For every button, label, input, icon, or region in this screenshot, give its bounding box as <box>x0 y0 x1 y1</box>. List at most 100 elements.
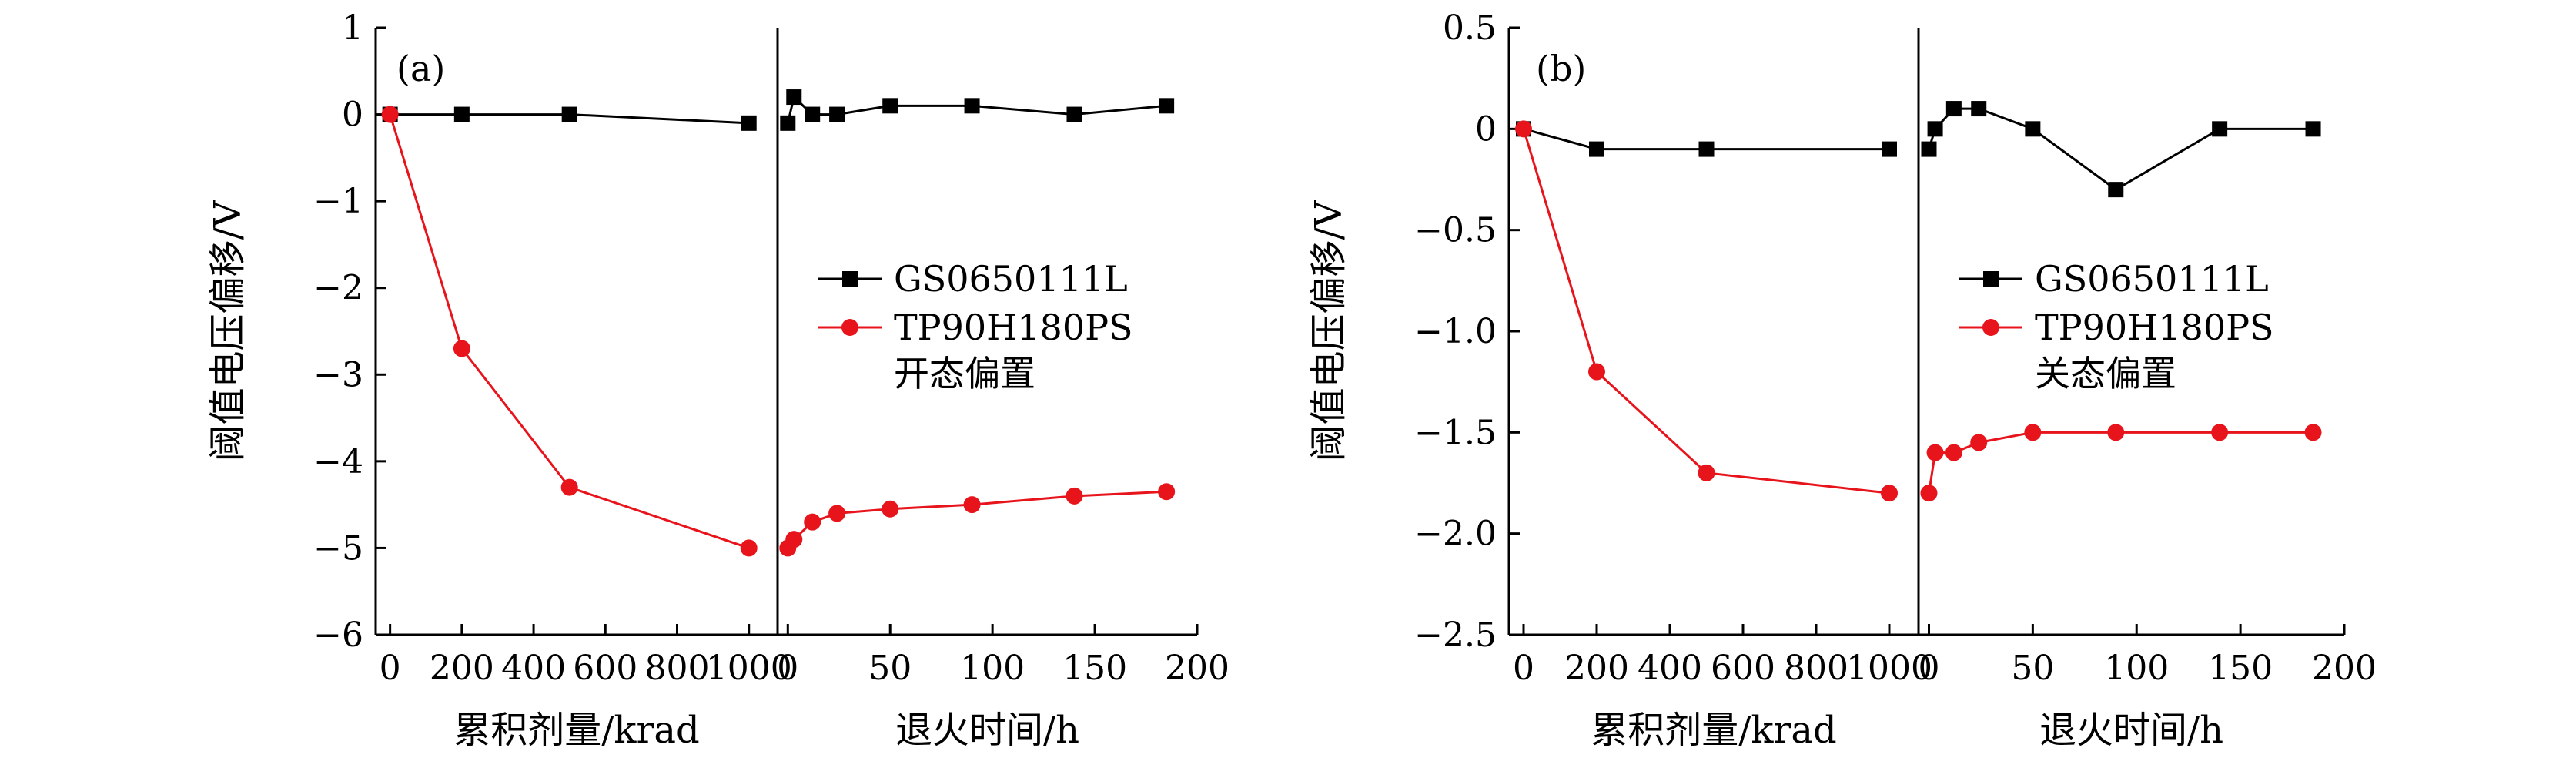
y-tick-label: −2 <box>313 269 363 308</box>
legend: GS0650111L TP90H180PS 开态偏置 <box>818 258 1133 394</box>
x-tick-label: 0 <box>777 649 798 688</box>
data-point-GS0650111L <box>1882 141 1897 157</box>
x-axis-title: 退火时间/h <box>895 709 1079 752</box>
data-point-TP90H180PS <box>740 539 758 557</box>
series-line-TP90H180PS <box>1522 128 1890 495</box>
data-point-TP90H180PS <box>2107 424 2125 441</box>
x-tick-label: 800 <box>645 649 710 688</box>
legend-entry: TP90H180PS <box>2035 307 2274 348</box>
data-point-TP90H180PS <box>1926 444 1944 461</box>
legend-marker <box>1982 319 1999 336</box>
y-axis-title: 阈值电压偏移/V <box>1307 200 1350 461</box>
y-tick-label: −2.0 <box>1414 515 1497 554</box>
x-tick-label: 150 <box>2208 649 2273 688</box>
data-point-GS0650111L <box>2108 182 2124 198</box>
series-line-GS0650111L <box>1928 107 2313 191</box>
x-tick-label: 600 <box>573 649 637 688</box>
data-point-TP90H180PS <box>560 478 578 496</box>
data-point-GS0650111L <box>1698 141 1715 157</box>
series-line-TP90H180PS <box>389 114 750 549</box>
x-tick-label: 600 <box>1711 649 1775 688</box>
x-tick-label: 0 <box>380 649 401 688</box>
data-point-GS0650111L <box>561 106 577 122</box>
legend-marker <box>1983 271 1999 287</box>
data-point-GS0650111L <box>829 106 845 122</box>
x-axis-title: 退火时间/h <box>2039 709 2223 752</box>
y-tick-label: −0.5 <box>1414 211 1497 250</box>
legend-entry: GS0650111L <box>2035 258 2269 300</box>
x-tick-label: 150 <box>1062 649 1127 688</box>
legend-entry: TP90H180PS <box>894 307 1133 348</box>
x-tick-label: 100 <box>2104 649 2169 688</box>
data-point-TP90H180PS <box>1881 485 1898 502</box>
legend-marker <box>842 271 858 287</box>
x-tick-label: 1000 <box>1846 649 1932 688</box>
data-point-GS0650111L <box>780 115 796 131</box>
x-tick-label: 100 <box>960 649 1025 688</box>
x-tick-label: 200 <box>1564 649 1629 688</box>
data-point-TP90H180PS <box>1158 483 1176 501</box>
data-point-GS0650111L <box>964 98 980 114</box>
legend-note: 开态偏置 <box>894 353 1035 394</box>
subplot-2: 0 50 100 150 200 退火时间/h <box>1918 101 2377 752</box>
data-point-GS0650111L <box>1589 141 1604 157</box>
series-line-GS0650111L <box>1523 127 1889 151</box>
data-point-GS0650111L <box>1159 98 1175 114</box>
x-tick-label: 400 <box>1638 649 1702 688</box>
data-point-TP90H180PS <box>2304 424 2322 441</box>
y-tick-label: −6 <box>313 615 363 655</box>
x-tick-label: 1000 <box>706 649 792 688</box>
y-tick-label: −1.0 <box>1414 312 1497 351</box>
x-axis-title: 累积剂量/krad <box>1591 709 1837 752</box>
data-point-GS0650111L <box>786 89 802 106</box>
data-point-GS0650111L <box>2025 121 2041 137</box>
data-point-GS0650111L <box>1927 121 1943 137</box>
data-point-TP90H180PS <box>1588 363 1605 381</box>
data-point-TP90H180PS <box>2024 424 2042 441</box>
data-point-GS0650111L <box>2212 121 2228 137</box>
x-tick-label: 0 <box>1513 649 1534 688</box>
legend: GS0650111L TP90H180PS 关态偏置 <box>1959 258 2274 394</box>
x-tick-label: 200 <box>430 649 494 688</box>
y-tick-label: 0.5 <box>1443 8 1497 48</box>
x-tick-label: 50 <box>868 649 912 688</box>
subplot-2: 0 50 100 150 200 退火时间/h <box>777 89 1229 752</box>
data-point-TP90H180PS <box>1515 120 1532 138</box>
x-tick-label: 800 <box>1784 649 1848 688</box>
data-point-TP90H180PS <box>453 340 470 357</box>
y-tick-label: 0 <box>342 96 363 135</box>
legend-note: 关态偏置 <box>2035 353 2176 394</box>
data-point-TP90H180PS <box>828 505 846 522</box>
data-point-GS0650111L <box>1921 141 1937 157</box>
y-tick-label: −3 <box>313 355 363 394</box>
data-point-GS0650111L <box>2305 121 2321 137</box>
y-tick-label: 0 <box>1475 109 1497 149</box>
y-axis-title: 阈值电压偏移/V <box>206 200 249 461</box>
data-point-GS0650111L <box>1066 106 1082 122</box>
data-point-TP90H180PS <box>1970 434 1988 451</box>
data-point-TP90H180PS <box>381 106 399 123</box>
data-point-TP90H180PS <box>1698 464 1715 481</box>
y-tick-label: −1.5 <box>1414 413 1497 452</box>
data-point-GS0650111L <box>741 115 757 131</box>
y-tick-label: −1 <box>313 182 363 221</box>
data-point-GS0650111L <box>882 98 898 114</box>
data-point-TP90H180PS <box>1945 444 1962 461</box>
data-point-GS0650111L <box>1945 101 1962 117</box>
data-point-GS0650111L <box>453 106 470 122</box>
data-point-TP90H180PS <box>882 500 899 518</box>
data-point-TP90H180PS <box>963 496 981 514</box>
legend-marker <box>841 319 858 336</box>
data-point-GS0650111L <box>1971 101 1987 117</box>
y-tick-label: −4 <box>313 442 363 481</box>
data-point-TP90H180PS <box>1920 485 1938 502</box>
legend-entry: GS0650111L <box>894 258 1128 300</box>
x-tick-label: 0 <box>1918 649 1939 688</box>
y-tick-label: 1 <box>342 8 363 48</box>
data-point-TP90H180PS <box>785 531 803 548</box>
